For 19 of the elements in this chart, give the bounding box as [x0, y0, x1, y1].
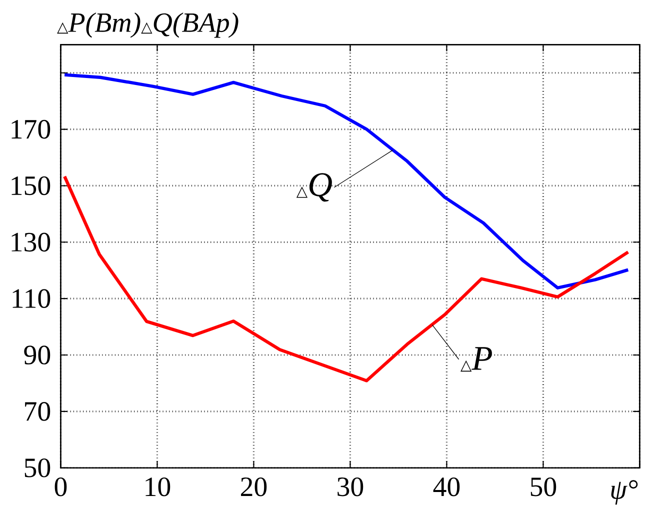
x-tick-label: 10	[146, 477, 170, 496]
x-tick-label: 0	[54, 477, 67, 496]
y-tick-label: 110	[12, 289, 50, 308]
annotation: △Q	[296, 173, 332, 202]
x-axis-title: ψ°	[611, 480, 638, 505]
y-tick-label: 90	[24, 346, 50, 364]
y-axis-title: △P(Bm)△Q(BAp)	[57, 12, 238, 38]
x-tick-label: 40	[433, 477, 460, 496]
line-series	[62, 174, 630, 382]
x-tick-label: 50	[530, 477, 556, 496]
line-series	[62, 73, 630, 290]
annotation: △P	[460, 347, 492, 372]
y-tick-label: 50	[24, 458, 50, 478]
x-tick-label: 20	[240, 477, 267, 496]
y-tick-label: 70	[25, 402, 50, 421]
y-tick-label: 130	[12, 232, 50, 252]
y-tick-label: 150	[12, 176, 50, 196]
x-tick-label: 30	[338, 477, 364, 496]
y-tick-label: 170	[12, 120, 50, 139]
